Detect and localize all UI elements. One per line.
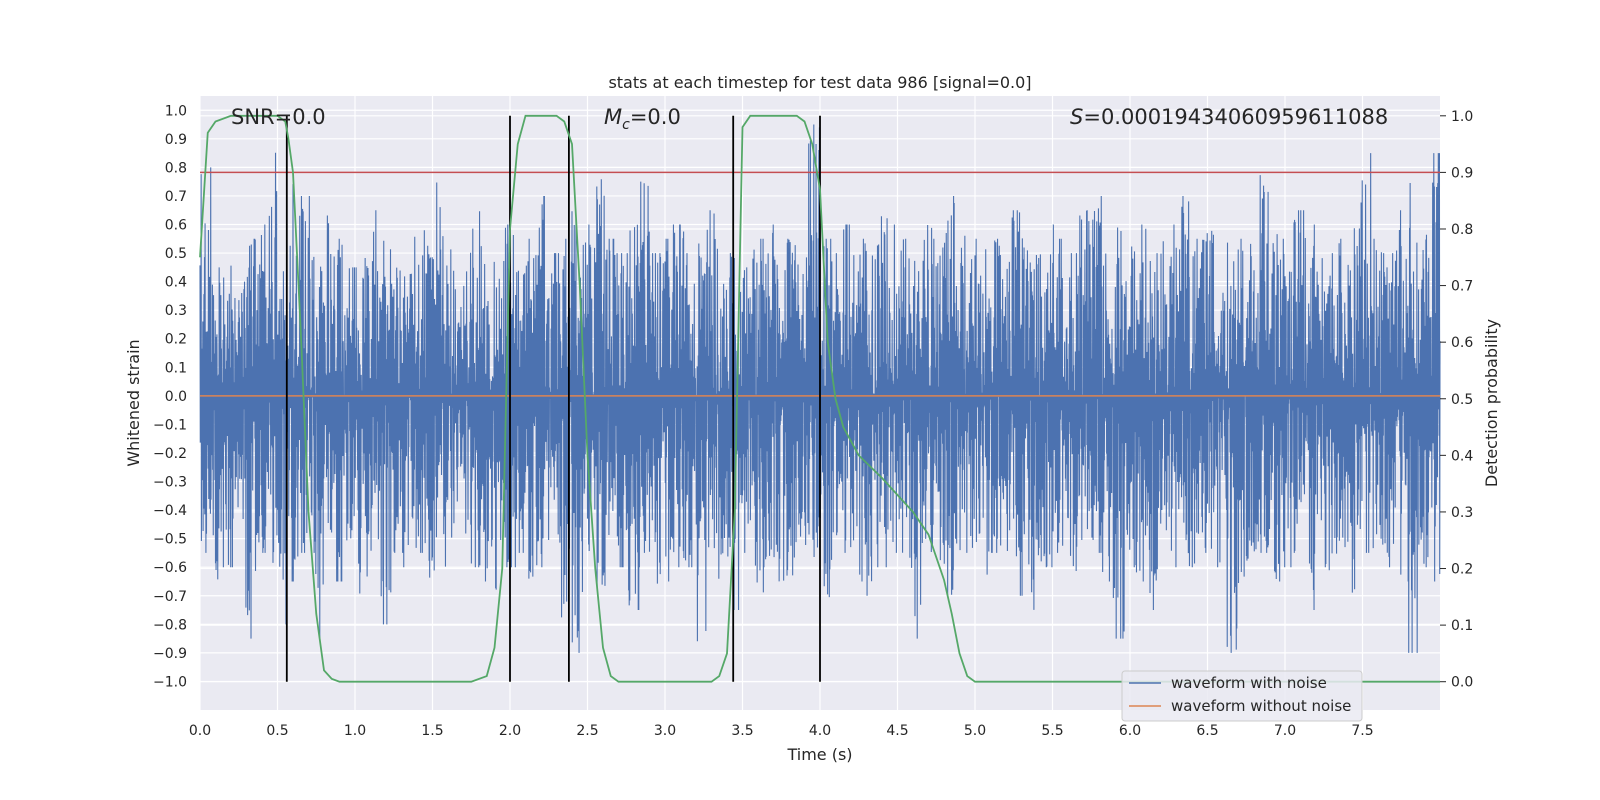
y-tick-label-right: 0.4 xyxy=(1451,448,1473,464)
x-tick-label: 6.5 xyxy=(1196,723,1218,739)
y-tick-label-left: −0.3 xyxy=(153,475,187,491)
y-tick-label-right: 0.2 xyxy=(1451,562,1473,578)
mc-symbol: M xyxy=(604,105,622,129)
y-tick-label-right: 0.8 xyxy=(1451,222,1473,238)
s-symbol: S xyxy=(1070,105,1083,129)
legend-box xyxy=(1121,670,1363,722)
y-tick-label-left: 0.3 xyxy=(165,303,187,319)
chart-title: stats at each timestep for test data 986… xyxy=(608,73,1031,92)
y-tick-label-left: −0.7 xyxy=(153,589,187,605)
x-axis-label: Time (s) xyxy=(786,745,852,764)
y-tick-label-left: −0.6 xyxy=(153,560,187,576)
x-tick-label: 7.5 xyxy=(1351,723,1373,739)
x-tick-label: 2.5 xyxy=(576,723,598,739)
snr-annotation: SNR=0.0 xyxy=(231,105,326,129)
score-annotation: S=0.00019434060959611088 xyxy=(1070,105,1388,129)
y-tick-label-left: 0.0 xyxy=(165,389,187,405)
x-tick-label: 0.5 xyxy=(266,723,288,739)
y-tick-label-left: 0.5 xyxy=(165,246,187,262)
y-axis-label-left: Whitened strain xyxy=(124,339,143,466)
legend-label-noisy: waveform with noise xyxy=(1171,674,1327,692)
x-tick-label: 3.0 xyxy=(654,723,676,739)
y-tick-label-left: 0.2 xyxy=(165,332,187,348)
y-ticks-left: 1.0 0.9 0.8 0.7 0.6 0.5 0.4 0.3 0.2 0.1 0.0 −0.1 −0.… xyxy=(153,103,187,690)
y-tick-label-left: 0.4 xyxy=(165,275,187,291)
x-tick-label: 0.0 xyxy=(189,723,211,739)
x-tick-label: 7.0 xyxy=(1274,723,1296,739)
y-tick-label-left: 0.9 xyxy=(165,132,187,148)
y-tick-label-right: 0.7 xyxy=(1451,279,1473,295)
y-tick-label-left: 0.6 xyxy=(165,218,187,234)
y-tick-label-right: 0.6 xyxy=(1451,335,1473,351)
legend: waveform with noise waveform without noi… xyxy=(1121,670,1363,722)
legend-label-clean: waveform without noise xyxy=(1171,697,1351,715)
chirp-mass-annotation: Mc=0.0 xyxy=(604,105,681,133)
y-tick-label-right: 1.0 xyxy=(1451,109,1473,125)
y-tick-label-right: 0.0 xyxy=(1451,675,1473,691)
x-tick-label: 4.0 xyxy=(809,723,831,739)
x-tick-label: 2.0 xyxy=(499,723,521,739)
y-tick-label-left: −0.1 xyxy=(153,417,187,433)
mc-subscript: c xyxy=(622,117,630,133)
y-tick-label-left: −0.2 xyxy=(153,446,187,462)
y-tick-label-left: −0.4 xyxy=(153,503,187,519)
y-tick-label-left: −0.9 xyxy=(153,646,187,662)
x-ticks: 0.0 0.5 1.0 1.5 2.0 2.5 3.0 3.5 4.0 4.5 5.0 5.5 6.0 6… xyxy=(189,723,1374,739)
y-tick-label-left: 0.7 xyxy=(165,189,187,205)
y-tick-label-right: 0.3 xyxy=(1451,505,1473,521)
y-tick-label-left: 0.1 xyxy=(165,360,187,376)
series-layer xyxy=(199,114,1441,683)
x-tick-label: 6.0 xyxy=(1119,723,1141,739)
y-tick-label-left: −0.8 xyxy=(153,617,187,633)
mc-value: =0.0 xyxy=(630,105,681,129)
x-tick-label: 3.5 xyxy=(731,723,753,739)
y-tick-label-left: −1.0 xyxy=(153,674,187,690)
x-tick-label: 4.5 xyxy=(886,723,908,739)
y-tick-label-left: 0.8 xyxy=(165,160,187,176)
y-axis-label-right: Detection probability xyxy=(1482,319,1501,487)
y-tick-label-left: −0.5 xyxy=(153,532,187,548)
x-tick-label: 1.0 xyxy=(344,723,366,739)
detection-probability-line xyxy=(199,114,1440,683)
s-value: =0.00019434060959611088 xyxy=(1083,105,1388,129)
x-tick-label: 5.5 xyxy=(1041,723,1063,739)
y-tick-label-right: 0.1 xyxy=(1451,618,1473,634)
y-tick-label-right: 0.9 xyxy=(1451,165,1473,181)
y-tick-label-left: 1.0 xyxy=(165,103,187,119)
x-tick-label: 1.5 xyxy=(421,723,443,739)
y-ticks-right: 1.0 0.9 0.8 0.7 0.6 0.5 0.4 0.3 0.2 0.1 0.0 xyxy=(1440,109,1473,691)
y-tick-label-right: 0.5 xyxy=(1451,392,1473,408)
x-tick-label: 5.0 xyxy=(964,723,986,739)
